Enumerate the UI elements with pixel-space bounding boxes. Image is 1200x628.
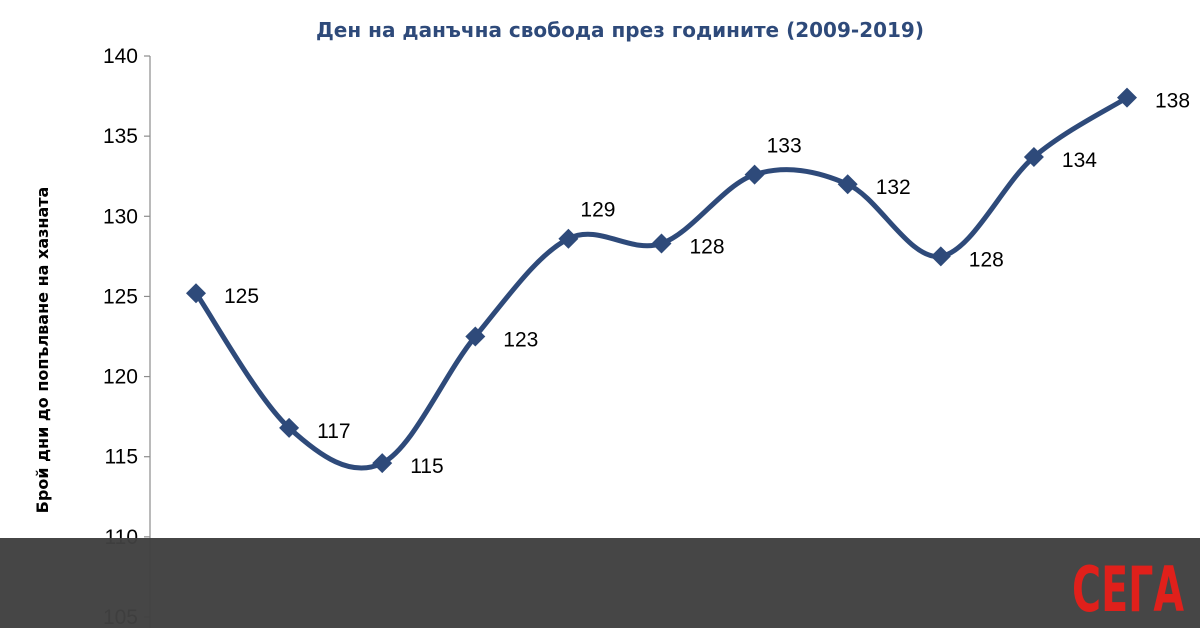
chart-title: Ден на данъчна свобода през годините (20… (316, 18, 924, 42)
data-point-marker (744, 164, 765, 185)
data-label: 128 (690, 236, 725, 259)
y-tick-label: 115 (105, 446, 138, 469)
data-markers (186, 87, 1137, 474)
data-label: 138 (1155, 90, 1190, 113)
data-labels: 125 117 115 123 129 128 133 132 128 134 138 (224, 90, 1190, 478)
y-tick-label: 140 (103, 45, 138, 68)
data-point-marker (372, 453, 393, 474)
data-point-marker (279, 417, 300, 438)
data-point-marker (837, 174, 858, 195)
y-tick-label: 120 (103, 366, 138, 389)
data-point-marker (558, 228, 579, 249)
footer-band (0, 538, 1200, 628)
data-label: 133 (767, 135, 802, 158)
y-axis-label: Брой дни до попълване на хазната (33, 187, 52, 514)
y-tick-label: 130 (103, 205, 138, 228)
data-label: 117 (317, 420, 350, 443)
data-label: 123 (503, 329, 538, 352)
data-label: 129 (580, 199, 615, 222)
data-label: 115 (410, 455, 443, 478)
data-point-marker (465, 326, 486, 347)
series-line-group (193, 95, 1130, 471)
y-tick-label: 135 (103, 125, 138, 148)
data-point-marker (651, 233, 672, 254)
data-point-marker (930, 246, 951, 267)
data-point-marker (1117, 87, 1137, 108)
brand-logo[interactable]: СЕГА (1070, 546, 1186, 618)
data-label: 134 (1062, 149, 1097, 172)
data-label: 125 (224, 285, 259, 308)
data-point-marker (1023, 146, 1044, 167)
y-tick-label: 125 (103, 285, 138, 308)
data-label: 132 (876, 176, 911, 199)
data-point-marker (186, 283, 206, 304)
series-line (193, 95, 1130, 471)
data-label: 128 (969, 248, 1004, 271)
brand-logo-text: СЕГА (1072, 553, 1184, 618)
